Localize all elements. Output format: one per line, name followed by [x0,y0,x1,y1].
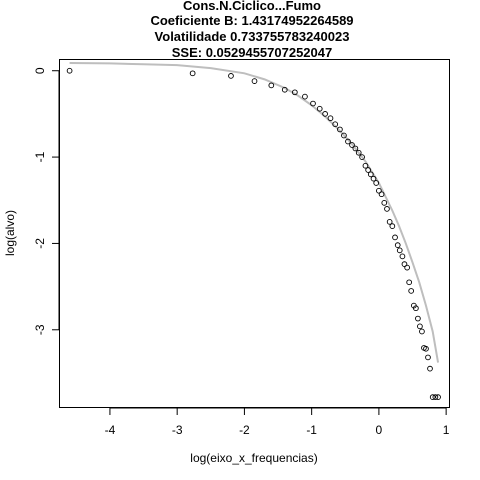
data-point [429,394,436,400]
data-point [432,394,439,400]
data-point [378,191,385,198]
data-point [413,305,419,312]
data-point [394,242,401,249]
fit-line [69,61,440,363]
data-point [408,288,415,294]
y-tick-label: -1 [33,151,47,162]
data-point [362,162,369,169]
data-point [401,261,408,268]
chart-title-line-3: Volatilidade 0.733755783240023 [155,29,350,44]
chart-title-line-2: Coeficiente B: 1.43174952264589 [150,13,353,28]
x-tick-label: -2 [239,423,250,437]
chart-title-line-4: SSE: 0.0529455707252047 [172,45,332,60]
data-point [322,111,328,117]
data-point [417,323,423,330]
y-tick-label: -3 [33,324,47,335]
data-points-layer [66,67,441,400]
data-point [345,138,351,145]
data-point [386,218,393,225]
data-point [435,394,441,400]
data-point [370,175,377,182]
data-point [404,264,410,271]
x-axis: -4 -3 -2 -1 0 1 [105,407,450,437]
data-point [376,187,382,194]
data-point [419,328,425,335]
data-point [349,142,355,148]
data-point [392,234,398,241]
data-point [310,100,316,107]
data-point [291,89,298,96]
data-point [359,154,365,160]
data-point [425,354,431,361]
data-point [384,206,390,212]
data-point [367,171,374,178]
x-tick-label: -1 [306,423,317,437]
x-tick-label: -3 [172,423,183,437]
data-point [327,115,334,122]
data-point [381,199,388,206]
x-tick-label: 0 [376,423,383,437]
data-point [352,145,359,152]
y-axis: -3 -2 -1 0 [33,67,60,335]
data-point [365,167,371,173]
data-point [427,365,433,372]
data-point [389,223,396,230]
data-point [396,247,403,254]
data-point [316,105,323,112]
data-point [399,253,406,260]
data-point [189,70,196,77]
fit-line-layer [69,61,440,363]
plot-box [59,59,450,408]
data-point [373,180,380,186]
data-point [423,345,429,352]
data-point [302,93,308,100]
data-point [355,149,362,156]
data-point [66,67,73,74]
data-point [281,86,288,93]
y-tick-label: -2 [33,238,47,249]
data-point [337,126,343,133]
chart-title-line-1: Cons.N.Ciclico...Fumo [183,0,321,13]
data-point [406,279,413,286]
data-point [415,315,421,322]
x-tick-label: 1 [443,423,450,437]
data-point [341,132,347,139]
y-axis-label: log(alvo) [3,210,17,256]
data-point [251,78,258,84]
x-tick-label: -4 [105,423,116,437]
y-tick-label: 0 [33,67,47,74]
data-point [268,82,275,89]
x-axis-label: log(eixo_x_frequencias) [190,451,317,465]
data-point [332,121,339,128]
data-point [228,73,234,79]
